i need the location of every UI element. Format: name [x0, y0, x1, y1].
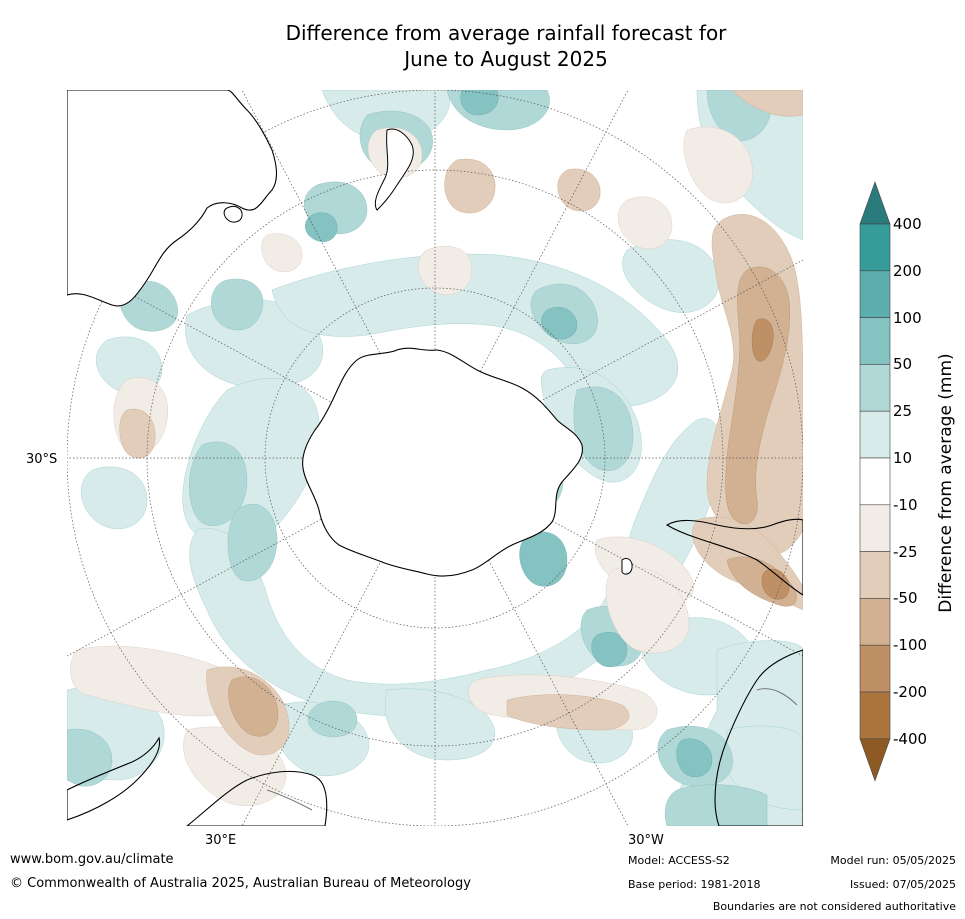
map-title: Difference from average rainfall forecas… — [0, 20, 965, 72]
colorbar-swatch — [859, 691, 891, 740]
colorbar-swatch — [859, 598, 891, 646]
colorbar-tick-label: -100 — [893, 636, 928, 655]
colorbar-tick-label: 25 — [893, 402, 913, 421]
colorbar-tick-label: -25 — [893, 542, 918, 561]
colorbar-tick-label: -10 — [893, 495, 918, 514]
colorbar-swatch — [859, 644, 891, 693]
footer-model-run: Model run: 05/05/2025 — [830, 854, 956, 867]
south-america-west-coastline — [67, 736, 161, 821]
colorbar-swatch — [859, 504, 891, 552]
colorbar-swatch — [859, 223, 891, 272]
longitude-label-30e: 30°E — [205, 833, 237, 848]
colorbar-tick-label: 10 — [893, 449, 913, 467]
falkland-islands — [621, 557, 633, 575]
new-zealand-coastline — [374, 128, 414, 211]
colorbar-swatch — [859, 364, 891, 412]
colorbar-tick-label: 400 — [893, 215, 922, 233]
map-canvas — [67, 90, 803, 826]
footer-model: Model: ACCESS-S2 — [628, 854, 730, 867]
footer-base-period: Base period: 1981-2018 — [628, 878, 761, 891]
colorbar-tick-label: -50 — [893, 589, 918, 608]
colorbar-tick-label: 200 — [893, 261, 922, 280]
latitude-label-30s: 30°S — [26, 452, 58, 467]
wet-anomaly-strong — [305, 90, 713, 778]
southern-africa-borders — [266, 789, 313, 811]
south-america-coastline — [665, 518, 803, 596]
colorbar-swatch — [859, 317, 891, 365]
footer-issued-date: Issued: 07/05/2025 — [849, 878, 956, 891]
southern-africa-coastline — [186, 770, 328, 826]
colorbar-title: Difference from average (mm) — [936, 353, 956, 613]
longitude-label-30w: 30°W — [628, 833, 664, 848]
footer-disclaimer: Boundaries are not considered authoritat… — [712, 900, 956, 913]
colorbar-tick-label: 50 — [893, 355, 913, 374]
colorbar-swatch — [859, 457, 891, 506]
colorbar-swatches — [859, 181, 891, 782]
australia-coastline — [67, 90, 278, 307]
dry-anomaly-very-strong — [751, 318, 790, 600]
africa-coastline — [714, 649, 803, 826]
map-title-line1: Difference from average rainfall forecas… — [285, 21, 727, 45]
africa-borders — [756, 688, 798, 706]
footer-website-link[interactable]: www.bom.gov.au/climate — [10, 852, 174, 867]
map-title-line2: June to August 2025 — [404, 47, 608, 71]
rainfall-anomaly-map — [67, 90, 803, 826]
colorbar-swatch — [859, 410, 891, 459]
antarctica-coastline — [302, 347, 583, 577]
colorbar-extend-high — [859, 181, 891, 225]
colorbar-tick-label: -200 — [893, 683, 928, 701]
colorbar-swatch — [859, 551, 891, 599]
wet-anomaly-medium — [67, 90, 772, 826]
colorbar-extend-low — [859, 738, 891, 782]
tasmania-coastline — [223, 205, 243, 223]
colorbar-tick-label: 100 — [893, 308, 922, 327]
colorbar-swatch — [859, 270, 891, 318]
footer-copyright: © Commonwealth of Australia 2025, Austra… — [10, 876, 471, 891]
colorbar-tick-label: -400 — [893, 729, 928, 748]
colorbar-legend — [859, 181, 891, 782]
